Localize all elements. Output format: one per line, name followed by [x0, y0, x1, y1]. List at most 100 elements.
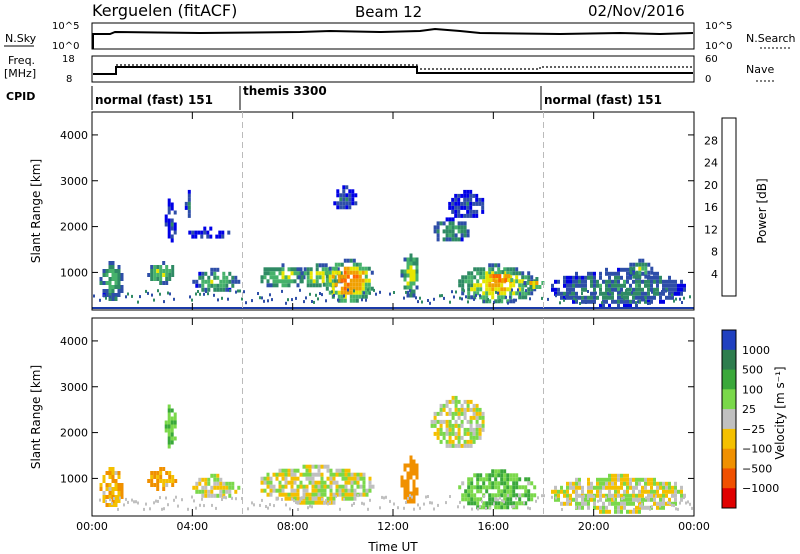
ground-scatter-cell	[497, 498, 499, 502]
range-gate-cell	[587, 295, 590, 300]
range-gate-cell	[451, 411, 455, 416]
range-gate-cell	[191, 234, 195, 239]
range-gate-cell	[611, 497, 614, 502]
range-gate-cell	[114, 269, 118, 273]
range-gate-cell	[620, 473, 623, 478]
ground-scatter-cell	[321, 497, 323, 501]
range-gate-cell	[329, 468, 333, 473]
range-gate-cell	[461, 497, 465, 502]
range-gate-cell	[346, 274, 350, 279]
range-gate-cell	[482, 279, 486, 284]
range-gate-cell	[150, 265, 154, 269]
nsky-tick-top: 10^5	[52, 21, 79, 32]
range-gate-cell	[587, 485, 590, 490]
range-gate-cell	[494, 299, 498, 304]
range-gate-cell	[599, 489, 602, 494]
range-gate-cell	[120, 483, 124, 487]
range-gate-cell	[213, 271, 217, 276]
range-gate-cell	[557, 493, 560, 498]
ground-scatter-cell	[649, 507, 651, 511]
range-gate-cell	[485, 501, 489, 506]
range-gate-cell	[150, 277, 154, 281]
range-gate-cell	[620, 501, 623, 506]
range-gate-cell	[448, 427, 452, 432]
ground-scatter-cell	[157, 499, 159, 503]
range-gate-cell	[173, 424, 177, 429]
range-gate-cell	[472, 435, 476, 440]
range-gate-cell	[475, 201, 479, 206]
range-gate-cell	[632, 497, 635, 502]
range-gate-cell	[671, 485, 674, 490]
range-gate-cell	[581, 497, 584, 502]
range-gate-cell	[647, 493, 650, 498]
range-gate-cell	[647, 481, 650, 486]
range-gate-cell	[466, 233, 470, 238]
range-gate-cell	[400, 475, 404, 480]
range-gate-cell	[460, 423, 464, 428]
range-gate-cell	[225, 279, 229, 284]
range-gate-cell	[436, 427, 440, 432]
colorbar-tick-label: 8	[711, 246, 718, 259]
range-gate-cell	[566, 485, 569, 490]
range-gate-cell	[581, 485, 584, 490]
ground-scatter-cell	[153, 298, 155, 302]
range-gate-cell	[463, 225, 467, 230]
range-gate-cell	[521, 291, 525, 296]
range-gate-cell	[470, 485, 474, 490]
range-gate-cell	[569, 481, 572, 486]
range-gate-cell	[680, 287, 683, 292]
range-gate-cell	[506, 299, 510, 304]
range-gate-cell	[632, 262, 636, 267]
range-gate-cell	[491, 497, 495, 502]
range-gate-cell	[467, 275, 471, 280]
nsky-trace	[92, 27, 694, 49]
colorbar-tick-label: −100	[742, 443, 772, 456]
range-gate-cell	[457, 201, 461, 206]
ground-scatter-cell	[425, 495, 427, 499]
range-gate-cell	[509, 485, 513, 490]
range-gate-cell	[278, 488, 282, 493]
ground-scatter-cell	[661, 290, 663, 293]
ground-scatter-cell	[497, 291, 499, 295]
range-gate-cell	[473, 501, 477, 506]
ground-scatter-cell	[683, 296, 685, 300]
range-gate-cell	[494, 469, 498, 474]
range-gate-cell	[305, 500, 309, 505]
ground-scatter-cell	[197, 290, 199, 293]
range-gate-cell	[170, 218, 174, 223]
range-gate-cell	[515, 473, 519, 478]
ground-scatter-cell	[133, 500, 135, 504]
range-gate-cell	[473, 497, 477, 502]
range-gate-cell	[171, 273, 175, 277]
range-gate-cell	[328, 282, 332, 287]
ground-scatter-cell	[253, 503, 255, 507]
range-gate-cell	[305, 496, 309, 501]
ground-scatter-cell	[569, 291, 571, 295]
range-gate-cell	[518, 493, 522, 498]
range-gate-cell	[599, 485, 602, 490]
y-tick-label: 1000	[60, 472, 88, 485]
range-gate-cell	[467, 501, 471, 506]
range-gate-cell	[290, 271, 294, 276]
range-gate-cell	[473, 473, 477, 478]
range-gate-cell	[111, 261, 115, 265]
range-gate-cell	[430, 419, 434, 424]
x-tick-label: 00:00	[678, 520, 710, 533]
range-gate-cell	[623, 303, 626, 308]
range-gate-cell	[620, 493, 623, 498]
range-gate-cell	[433, 415, 437, 420]
range-gate-cell	[644, 279, 647, 284]
range-gate-cell	[596, 505, 599, 510]
range-gate-cell	[346, 258, 350, 263]
range-gate-cell	[587, 481, 590, 486]
range-gate-cell	[187, 193, 191, 198]
range-gate-cell	[352, 266, 356, 271]
range-gate-cell	[457, 399, 461, 404]
range-gate-cell	[117, 491, 121, 495]
range-gate-cell	[644, 497, 647, 502]
range-gate-cell	[457, 205, 461, 210]
range-gate-cell	[168, 269, 172, 273]
range-gate-cell	[219, 485, 223, 490]
range-gate-cell	[476, 477, 480, 482]
range-gate-cell	[325, 278, 329, 283]
